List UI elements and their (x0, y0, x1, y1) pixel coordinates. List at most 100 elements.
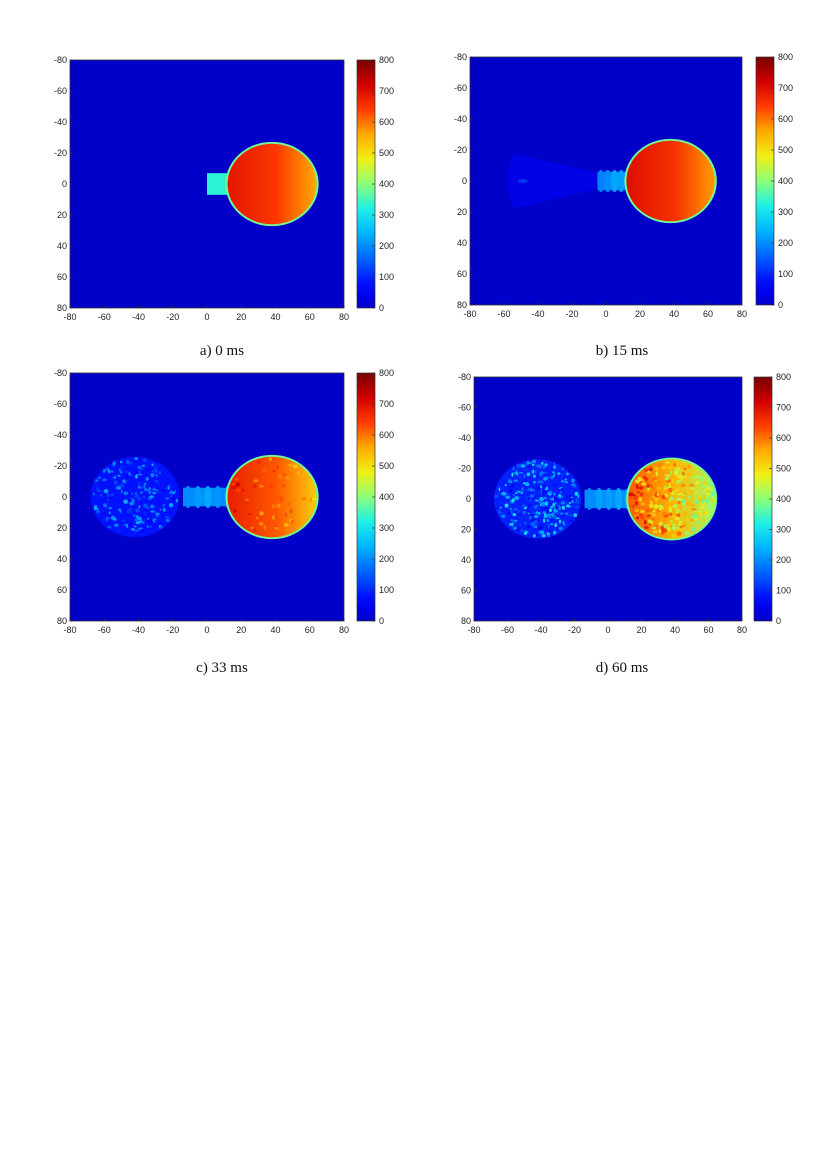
colorbar-tick-label: 400 (379, 179, 394, 189)
sphere-speckle (160, 468, 163, 473)
sphere-speckle (151, 463, 154, 467)
sphere-speckle (135, 520, 141, 525)
sphere-speckle (522, 510, 526, 514)
sphere-speckle (649, 494, 655, 499)
sphere-speckle (558, 526, 564, 531)
sphere-speckle (108, 507, 113, 510)
sphere-speckle (143, 482, 147, 485)
sphere-speckle (96, 509, 100, 514)
sphere-speckle (682, 467, 688, 471)
sphere-speckle (561, 467, 564, 471)
sphere-speckle (536, 505, 540, 509)
colorbar-tick-label: 500 (776, 464, 791, 474)
sphere-speckle (116, 529, 121, 533)
y-tick-label: 20 (57, 523, 67, 533)
sphere-speckle (546, 513, 552, 518)
sphere-speckle (139, 528, 145, 534)
sphere-speckle (535, 533, 539, 537)
sphere-speckle (253, 528, 256, 533)
sphere-speckle (571, 490, 575, 495)
sphere-speckle (136, 485, 139, 488)
x-tick-label: 60 (305, 625, 315, 635)
sphere-speckle (664, 461, 670, 464)
caption-c: c) 33 ms (196, 660, 248, 676)
sphere-speckle (574, 491, 579, 496)
sphere-speckle (288, 502, 291, 507)
sphere-speckle (681, 499, 687, 503)
sphere-speckle (552, 515, 557, 520)
neck-bulge (617, 169, 626, 193)
sphere-speckle (646, 514, 651, 518)
sphere-speckle (569, 475, 571, 477)
sphere-speckle (522, 504, 526, 509)
sphere-speckle (560, 512, 564, 515)
sphere-speckle (540, 490, 543, 494)
sphere-speckle (531, 506, 535, 511)
sphere-speckle (676, 480, 682, 483)
sphere-speckle (661, 466, 667, 470)
sphere-speckle (245, 498, 249, 502)
sphere-speckle (671, 533, 676, 539)
y-tick-label: 60 (457, 269, 467, 279)
sphere-speckle (635, 484, 639, 490)
sphere-speckle (521, 464, 526, 468)
sphere-speckle (649, 501, 654, 504)
y-tick-label: 20 (457, 207, 467, 217)
sphere-speckle (703, 512, 706, 515)
sphere-speckle (676, 466, 680, 472)
y-tick-label: 60 (461, 586, 471, 596)
sphere-speckle (522, 474, 527, 478)
y-tick-label: -20 (54, 461, 67, 471)
sphere-speckle (509, 522, 512, 526)
sphere-speckle (520, 529, 524, 532)
sphere-speckle (134, 518, 139, 522)
sphere-speckle (113, 523, 119, 528)
sphere-speckle (162, 507, 166, 512)
x-tick-label: -40 (531, 309, 544, 319)
y-tick-label: 60 (57, 272, 67, 282)
colorbar-tick-label: 500 (379, 461, 394, 471)
sphere-speckle (540, 501, 546, 506)
sphere-speckle (137, 485, 141, 489)
colorbar-tick-label: 800 (379, 368, 394, 378)
y-tick-label: 40 (57, 241, 67, 251)
sphere-speckle (706, 486, 710, 491)
y-tick-label: 80 (461, 616, 471, 626)
neck-bulge (204, 485, 212, 509)
colorbar-tick-label: 700 (379, 86, 394, 96)
sphere-speckle (570, 496, 573, 499)
neck-bulge (597, 169, 605, 193)
sphere-speckle (155, 473, 158, 478)
sphere-speckle (683, 520, 687, 526)
heatmap-svg: -80 -60 -40 -20 0 20 40 60 80-80-60-40-200204060… (454, 52, 793, 319)
sphere-speckle (701, 498, 705, 504)
caption-d: d) 60 ms (595, 660, 649, 676)
sphere-speckle (130, 528, 135, 531)
sphere-speckle (149, 487, 151, 490)
sphere-speckle (242, 488, 245, 492)
x-tick-label: 60 (703, 625, 713, 635)
sphere-speckle (301, 497, 307, 501)
x-tick-label: -40 (534, 625, 547, 635)
colorbar-tick-label: 0 (379, 616, 384, 626)
sphere-speckle (529, 494, 535, 498)
sphere-speckle (113, 512, 117, 515)
y-tick-label: -40 (54, 430, 67, 440)
sphere-speckle (296, 470, 301, 475)
sphere-speckle (700, 476, 705, 482)
sphere-speckle (231, 483, 236, 486)
sphere-speckle (695, 480, 700, 485)
sphere-speckle (101, 508, 105, 513)
sphere-speckle (253, 479, 259, 483)
colorbar-tick-label: 200 (379, 554, 394, 564)
sphere-speckle (668, 506, 672, 510)
sphere-speckle (511, 522, 514, 527)
sphere-speckle (526, 472, 531, 477)
sphere-speckle (119, 483, 125, 488)
sphere-speckle (566, 504, 570, 508)
sphere-speckle (546, 518, 550, 523)
heatmap-svg: -80 -60 -40 -20 0 20 40 60 80-80-60-40-200204060… (54, 368, 394, 635)
sphere-speckle (684, 531, 690, 536)
sphere-speckle (137, 516, 142, 520)
sphere-speckle (289, 508, 294, 514)
